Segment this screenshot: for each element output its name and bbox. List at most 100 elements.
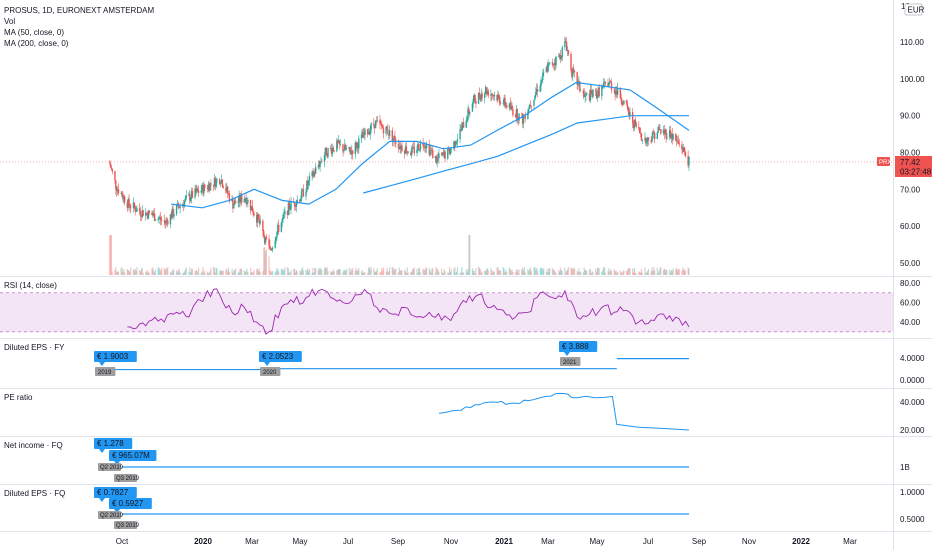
candle-body xyxy=(392,138,394,142)
volume-bar xyxy=(657,272,659,275)
earnings-flag[interactable]: € 3.888 2021 xyxy=(559,341,598,366)
volume-bar xyxy=(682,267,684,275)
candle-body xyxy=(240,195,242,203)
candle-body xyxy=(480,93,482,101)
volume-bar xyxy=(430,272,432,275)
earnings-flag[interactable]: € 0.5927 xyxy=(109,498,152,513)
volume-bar xyxy=(677,269,680,275)
candle-body xyxy=(682,149,684,152)
volume-bar xyxy=(127,270,129,275)
candle-body xyxy=(361,134,364,138)
currency-box[interactable] xyxy=(904,3,923,16)
volume-bar xyxy=(688,268,690,275)
candle-body xyxy=(167,220,169,225)
volume-bar xyxy=(675,268,677,275)
candle-body xyxy=(594,89,597,91)
volume-bar xyxy=(128,270,130,275)
rsi-label[interactable]: RSI (14, close) xyxy=(4,281,57,290)
volume-bar xyxy=(628,268,630,275)
candle-body xyxy=(114,171,116,181)
volume-bar xyxy=(183,272,185,275)
pe-label[interactable]: PE ratio xyxy=(4,393,33,402)
earnings-flag[interactable]: € 0.7827 xyxy=(94,487,137,502)
volume-bar xyxy=(471,267,474,275)
candle-body xyxy=(232,199,234,209)
candle-body xyxy=(265,237,268,239)
candle-body xyxy=(481,93,483,98)
candle-body xyxy=(669,130,672,138)
eps-fq-label[interactable]: Diluted EPS · FQ xyxy=(4,489,65,498)
net-income-label[interactable]: Net income · FQ xyxy=(4,441,63,450)
volume-bar xyxy=(209,271,211,275)
candle-body xyxy=(432,149,434,159)
earnings-flag[interactable]: € 2.0523 2020 xyxy=(259,351,302,376)
candle-body xyxy=(397,143,400,149)
candle-body xyxy=(622,104,624,105)
ma50-label[interactable]: MA (50, close, 0) xyxy=(4,28,64,37)
volume-bar xyxy=(202,267,204,275)
candle-body xyxy=(108,163,111,165)
volume-bar xyxy=(595,269,597,275)
earnings-flag[interactable]: € 1.9003 2019 xyxy=(94,351,137,376)
flag-period: Q3 2019 xyxy=(116,523,140,529)
candle-body xyxy=(172,208,174,217)
volume-bar xyxy=(551,268,554,275)
earnings-flag[interactable]: € 965.07M xyxy=(109,450,157,465)
volume-bar xyxy=(133,270,135,275)
candle-body xyxy=(366,129,369,135)
candle-body xyxy=(589,89,592,101)
candle-body xyxy=(373,124,376,129)
symbol-title[interactable]: PROSUS, 1D, EURONEXT AMSTERDAM xyxy=(4,6,154,15)
eps-fy-label[interactable]: Diluted EPS · FY xyxy=(4,343,65,352)
candle-body xyxy=(657,127,659,133)
volume-bar xyxy=(234,270,236,275)
volume-bar xyxy=(170,272,172,275)
candle-body xyxy=(666,137,668,139)
candle-body xyxy=(438,153,440,159)
volume-bar xyxy=(474,272,476,275)
flag-value-bg xyxy=(259,351,302,362)
candle-body xyxy=(425,144,428,149)
volume-bar xyxy=(395,268,397,275)
volume-bar xyxy=(490,268,492,275)
volume-bar xyxy=(411,268,414,275)
candle-body xyxy=(257,213,260,219)
volume-bar xyxy=(191,268,194,275)
vol-label[interactable]: Vol xyxy=(4,17,15,26)
candle-body xyxy=(288,202,290,210)
volume-bar xyxy=(404,271,407,275)
flag-period-bg xyxy=(260,367,281,376)
volume-bar xyxy=(157,267,159,275)
candle-body xyxy=(508,103,511,108)
volume-bar xyxy=(204,271,206,275)
volume-bar xyxy=(505,269,507,275)
volume-bar xyxy=(380,272,382,275)
candle-body xyxy=(434,155,437,159)
volume-bar xyxy=(382,270,384,275)
time-axis-label: 2021 xyxy=(495,537,513,546)
candle-body xyxy=(608,82,610,87)
price-badge-bg xyxy=(895,156,932,177)
volume-bar xyxy=(357,270,359,275)
volume-bar xyxy=(356,270,358,275)
volume-bar xyxy=(265,249,267,275)
candle-body xyxy=(523,116,526,117)
currency-label[interactable]: EUR xyxy=(908,6,925,15)
flag-value-bg xyxy=(94,487,137,498)
candle-body xyxy=(368,132,371,135)
candle-body xyxy=(472,98,474,104)
candle-body xyxy=(683,147,685,152)
candle-body xyxy=(459,129,461,140)
earnings-flag[interactable]: € 1.278 xyxy=(94,438,133,453)
volume-bar xyxy=(206,271,209,275)
candle-body xyxy=(126,202,128,208)
volume-bar xyxy=(665,269,667,275)
ma200-label[interactable]: MA (200, close, 0) xyxy=(4,39,69,48)
candle-body xyxy=(146,213,149,219)
volume-bar xyxy=(524,272,526,275)
volume-bar xyxy=(271,272,273,275)
candle-body xyxy=(405,146,408,153)
candle-body xyxy=(440,153,443,156)
candle-body xyxy=(133,202,136,208)
